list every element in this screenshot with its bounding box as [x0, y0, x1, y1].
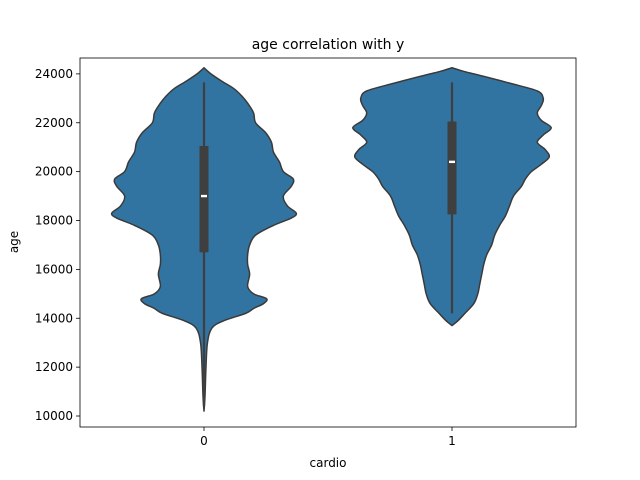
violin-iqr-box-1: [447, 121, 457, 215]
chart-title: age correlation with y: [252, 37, 405, 53]
x-tick-label-0: 0: [200, 434, 208, 448]
violin-iqr-box-0: [199, 145, 209, 253]
y-tick-label-24000: 24000: [35, 67, 73, 81]
y-tick-label-14000: 14000: [35, 311, 73, 325]
y-axis: 10000 12000 14000 16000 18000 20000 22000 24000: [35, 67, 80, 423]
plot-area: [110, 67, 552, 412]
x-axis-label: cardio: [310, 456, 347, 470]
y-tick-label-20000: 20000: [35, 165, 73, 179]
y-axis-label: age: [7, 231, 21, 253]
y-tick-label-22000: 22000: [35, 116, 73, 130]
y-tick-label-10000: 10000: [35, 409, 73, 423]
x-tick-label-1: 1: [448, 434, 456, 448]
y-tick-label-18000: 18000: [35, 214, 73, 228]
violin-median-1: [449, 160, 455, 164]
y-tick-label-16000: 16000: [35, 262, 73, 276]
axes-frame: [79, 57, 577, 428]
violin-median-0: [201, 194, 207, 198]
y-tick-label-12000: 12000: [35, 360, 73, 374]
